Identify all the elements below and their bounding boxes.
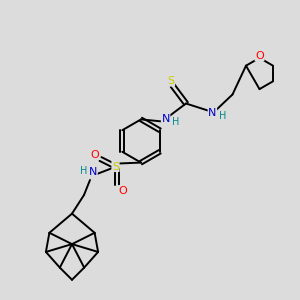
Text: N: N — [89, 167, 97, 177]
Text: O: O — [118, 185, 127, 196]
Text: N: N — [208, 107, 217, 118]
Text: H: H — [219, 111, 226, 122]
Text: S: S — [167, 76, 175, 86]
Text: O: O — [255, 51, 264, 61]
Text: O: O — [90, 149, 99, 160]
Text: H: H — [172, 117, 180, 128]
Text: N: N — [161, 113, 170, 124]
Text: H: H — [80, 166, 88, 176]
Text: S: S — [112, 161, 119, 172]
